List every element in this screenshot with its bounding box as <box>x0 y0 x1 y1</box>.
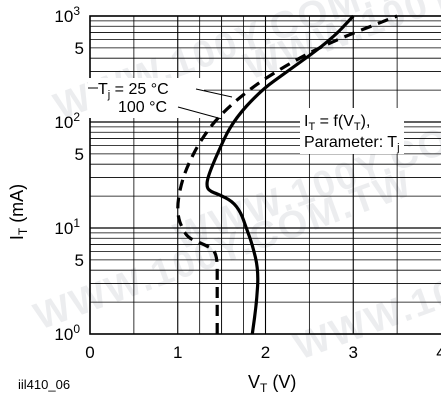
x-tick-label: 1 <box>173 343 182 362</box>
y-tick-label: 103 <box>54 4 80 26</box>
leader-line-100c <box>177 106 223 120</box>
y-tick-label: 5 <box>75 39 84 58</box>
y-tick-label: 5 <box>75 251 84 270</box>
series-line-100c <box>176 14 398 334</box>
series-line-25c <box>205 14 355 335</box>
series-label-25c: Tj = 25 °C <box>98 81 169 101</box>
x-tick-label: 4 <box>436 343 441 362</box>
x-tick-label: 0 <box>85 343 94 362</box>
tick-labels: 0 1 2 3 4 100 5 101 5 102 5 103 <box>54 4 441 362</box>
series-label-100c: 100 °C <box>118 99 167 116</box>
leader-line-25c-b <box>195 88 233 98</box>
x-tick-label: 3 <box>349 343 358 362</box>
formula-line1: IT = f(VT), <box>304 113 370 133</box>
series-label-bg <box>88 78 204 118</box>
figure-code: iil410_06 <box>18 377 70 392</box>
x-tick-label: 2 <box>261 343 270 362</box>
y-axis-label: IT (mA) <box>7 184 30 240</box>
plot-frame <box>89 15 441 335</box>
series-layer <box>176 14 398 335</box>
y-tick-label: 102 <box>54 110 80 132</box>
formula-bg <box>300 108 404 154</box>
formula-line2: Parameter: Tj <box>304 134 400 154</box>
x-axis-label: VT (V) <box>248 372 296 395</box>
y-tick-label: 101 <box>54 216 80 238</box>
y-tick-label: 5 <box>75 145 84 164</box>
y-tick-label: 100 <box>54 322 80 344</box>
